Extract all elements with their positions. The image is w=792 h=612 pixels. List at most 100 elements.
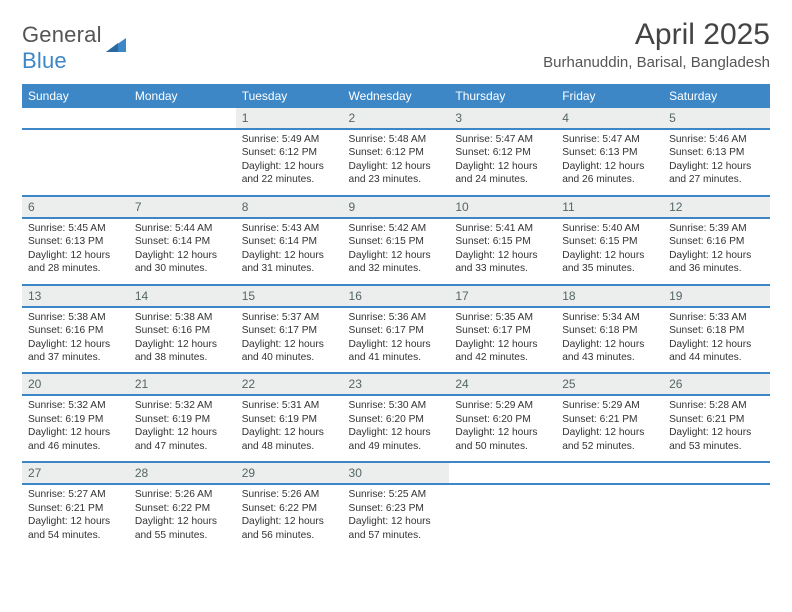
sunrise-text: Sunrise: 5:47 AM — [562, 133, 657, 146]
sunrise-text: Sunrise: 5:26 AM — [135, 488, 230, 501]
day-number: 17 — [449, 286, 556, 306]
sunrise-text: Sunrise: 5:27 AM — [28, 488, 123, 501]
daylight-text: Daylight: 12 hours and 54 minutes. — [28, 515, 123, 542]
daylight-text: Daylight: 12 hours and 37 minutes. — [28, 338, 123, 365]
sunset-text: Sunset: 6:21 PM — [28, 502, 123, 515]
calendar-cell-num: 8 — [236, 196, 343, 218]
calendar-cell-detail: Sunrise: 5:37 AMSunset: 6:17 PMDaylight:… — [236, 307, 343, 374]
sunset-text: Sunset: 6:21 PM — [562, 413, 657, 426]
calendar-cell-detail: Sunrise: 5:26 AMSunset: 6:22 PMDaylight:… — [129, 484, 236, 550]
sunset-text: Sunset: 6:16 PM — [135, 324, 230, 337]
calendar-cell-num: 22 — [236, 373, 343, 395]
calendar-cell-num: 27 — [22, 462, 129, 484]
daylight-text: Daylight: 12 hours and 28 minutes. — [28, 249, 123, 276]
calendar-cell-num: 1 — [236, 108, 343, 129]
calendar-cell-detail: Sunrise: 5:33 AMSunset: 6:18 PMDaylight:… — [663, 307, 770, 374]
calendar-cell-num: 4 — [556, 108, 663, 129]
sunset-text: Sunset: 6:12 PM — [455, 146, 550, 159]
day-number: 26 — [663, 374, 770, 394]
calendar-cell-num — [22, 108, 129, 129]
calendar-cell-detail — [556, 484, 663, 550]
calendar-cell-num: 18 — [556, 285, 663, 307]
day-header: Tuesday — [236, 84, 343, 108]
day-number: 23 — [343, 374, 450, 394]
day-detail: Sunrise: 5:26 AMSunset: 6:22 PMDaylight:… — [129, 485, 236, 550]
week-daynum-row: 20212223242526 — [22, 373, 770, 395]
sunset-text: Sunset: 6:17 PM — [349, 324, 444, 337]
day-number: 15 — [236, 286, 343, 306]
sunset-text: Sunset: 6:17 PM — [455, 324, 550, 337]
day-detail: Sunrise: 5:34 AMSunset: 6:18 PMDaylight:… — [556, 308, 663, 373]
day-header: Monday — [129, 84, 236, 108]
daylight-text: Daylight: 12 hours and 31 minutes. — [242, 249, 337, 276]
day-number: 16 — [343, 286, 450, 306]
day-number: 19 — [663, 286, 770, 306]
daylight-text: Daylight: 12 hours and 33 minutes. — [455, 249, 550, 276]
day-detail: Sunrise: 5:31 AMSunset: 6:19 PMDaylight:… — [236, 396, 343, 461]
calendar-cell-detail: Sunrise: 5:32 AMSunset: 6:19 PMDaylight:… — [22, 395, 129, 462]
day-header: Thursday — [449, 84, 556, 108]
calendar-cell-num: 21 — [129, 373, 236, 395]
daylight-text: Daylight: 12 hours and 27 minutes. — [669, 160, 764, 187]
daylight-text: Daylight: 12 hours and 41 minutes. — [349, 338, 444, 365]
calendar-cell-num: 28 — [129, 462, 236, 484]
sunrise-text: Sunrise: 5:33 AM — [669, 311, 764, 324]
sunrise-text: Sunrise: 5:30 AM — [349, 399, 444, 412]
brand-triangle-icon — [106, 38, 126, 52]
page-header: General Blue April 2025 Burhanuddin, Bar… — [22, 18, 770, 74]
calendar-cell-detail: Sunrise: 5:43 AMSunset: 6:14 PMDaylight:… — [236, 218, 343, 285]
calendar-cell-num — [449, 462, 556, 484]
calendar-cell-detail: Sunrise: 5:47 AMSunset: 6:13 PMDaylight:… — [556, 129, 663, 196]
calendar-cell-detail: Sunrise: 5:36 AMSunset: 6:17 PMDaylight:… — [343, 307, 450, 374]
calendar-cell-num: 15 — [236, 285, 343, 307]
daylight-text: Daylight: 12 hours and 55 minutes. — [135, 515, 230, 542]
day-number: 2 — [343, 108, 450, 128]
day-number: 14 — [129, 286, 236, 306]
calendar-body: 12345Sunrise: 5:49 AMSunset: 6:12 PMDayl… — [22, 108, 770, 550]
day-detail: Sunrise: 5:47 AMSunset: 6:12 PMDaylight:… — [449, 130, 556, 195]
calendar-table: Sunday Monday Tuesday Wednesday Thursday… — [22, 84, 770, 550]
sunset-text: Sunset: 6:13 PM — [669, 146, 764, 159]
sunrise-text: Sunrise: 5:28 AM — [669, 399, 764, 412]
calendar-cell-num: 2 — [343, 108, 450, 129]
calendar-cell-detail: Sunrise: 5:44 AMSunset: 6:14 PMDaylight:… — [129, 218, 236, 285]
week-daynum-row: 6789101112 — [22, 196, 770, 218]
calendar-page: General Blue April 2025 Burhanuddin, Bar… — [0, 0, 792, 568]
daylight-text: Daylight: 12 hours and 30 minutes. — [135, 249, 230, 276]
day-number: 1 — [236, 108, 343, 128]
day-detail: Sunrise: 5:25 AMSunset: 6:23 PMDaylight:… — [343, 485, 450, 550]
day-number: 18 — [556, 286, 663, 306]
sunrise-text: Sunrise: 5:26 AM — [242, 488, 337, 501]
sunset-text: Sunset: 6:15 PM — [349, 235, 444, 248]
calendar-cell-num: 16 — [343, 285, 450, 307]
calendar-cell-num: 9 — [343, 196, 450, 218]
sunset-text: Sunset: 6:19 PM — [242, 413, 337, 426]
calendar-cell-detail: Sunrise: 5:45 AMSunset: 6:13 PMDaylight:… — [22, 218, 129, 285]
daylight-text: Daylight: 12 hours and 32 minutes. — [349, 249, 444, 276]
day-header: Sunday — [22, 84, 129, 108]
calendar-cell-detail: Sunrise: 5:46 AMSunset: 6:13 PMDaylight:… — [663, 129, 770, 196]
day-detail: Sunrise: 5:28 AMSunset: 6:21 PMDaylight:… — [663, 396, 770, 461]
week-detail-row: Sunrise: 5:45 AMSunset: 6:13 PMDaylight:… — [22, 218, 770, 285]
day-number: 29 — [236, 463, 343, 483]
week-daynum-row: 27282930 — [22, 462, 770, 484]
sunrise-text: Sunrise: 5:29 AM — [562, 399, 657, 412]
sunrise-text: Sunrise: 5:35 AM — [455, 311, 550, 324]
day-detail: Sunrise: 5:43 AMSunset: 6:14 PMDaylight:… — [236, 219, 343, 284]
sunset-text: Sunset: 6:18 PM — [562, 324, 657, 337]
sunset-text: Sunset: 6:20 PM — [455, 413, 550, 426]
calendar-cell-detail: Sunrise: 5:32 AMSunset: 6:19 PMDaylight:… — [129, 395, 236, 462]
day-detail: Sunrise: 5:32 AMSunset: 6:19 PMDaylight:… — [22, 396, 129, 461]
day-detail: Sunrise: 5:38 AMSunset: 6:16 PMDaylight:… — [22, 308, 129, 373]
sunrise-text: Sunrise: 5:32 AM — [28, 399, 123, 412]
sunset-text: Sunset: 6:19 PM — [28, 413, 123, 426]
sunrise-text: Sunrise: 5:39 AM — [669, 222, 764, 235]
calendar-cell-detail: Sunrise: 5:30 AMSunset: 6:20 PMDaylight:… — [343, 395, 450, 462]
day-detail: Sunrise: 5:37 AMSunset: 6:17 PMDaylight:… — [236, 308, 343, 373]
sunrise-text: Sunrise: 5:29 AM — [455, 399, 550, 412]
daylight-text: Daylight: 12 hours and 52 minutes. — [562, 426, 657, 453]
day-header: Friday — [556, 84, 663, 108]
sunset-text: Sunset: 6:16 PM — [669, 235, 764, 248]
calendar-cell-detail: Sunrise: 5:28 AMSunset: 6:21 PMDaylight:… — [663, 395, 770, 462]
daylight-text: Daylight: 12 hours and 42 minutes. — [455, 338, 550, 365]
